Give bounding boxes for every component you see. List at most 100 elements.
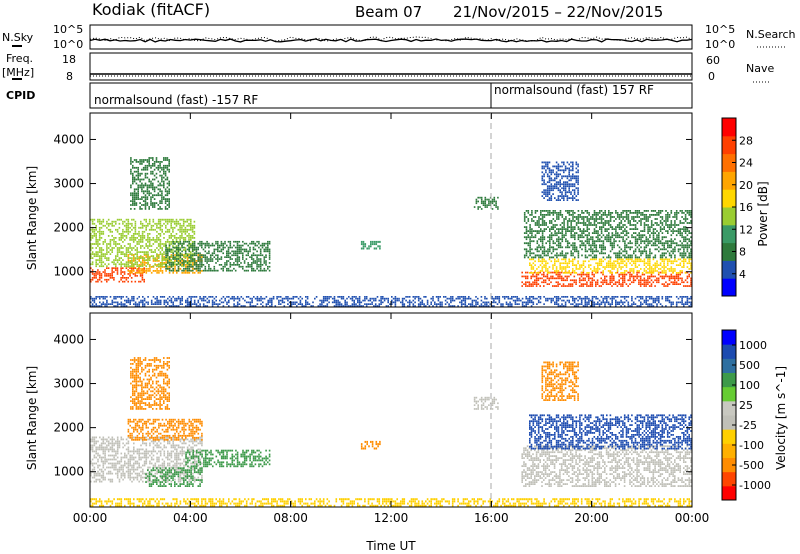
heatmap-cell xyxy=(147,303,149,305)
heatmap-cell xyxy=(229,244,232,247)
heatmap-cell xyxy=(527,242,530,245)
heatmap-cell xyxy=(138,301,140,304)
heatmap-cell xyxy=(528,285,531,287)
heatmap-cell xyxy=(142,166,145,169)
heatmap-cell xyxy=(197,242,199,245)
heatmap-cell xyxy=(575,281,577,284)
heatmap-cell xyxy=(658,214,660,216)
heatmap-cell xyxy=(613,277,615,280)
heatmap-cell xyxy=(667,214,669,216)
heatmap-cell xyxy=(591,279,594,282)
heatmap-cell xyxy=(659,256,662,259)
heatmap-cell xyxy=(153,168,156,171)
heatmap-cell xyxy=(658,238,660,241)
heatmap-cell xyxy=(159,164,161,167)
heatmap-cell xyxy=(557,283,559,285)
heatmap-cell xyxy=(544,281,547,284)
heatmap-cell xyxy=(643,273,646,276)
heatmap-cell xyxy=(140,265,142,268)
heatmap-cell xyxy=(649,230,651,232)
heatmap-cell xyxy=(265,264,267,266)
heatmap-cell xyxy=(421,303,424,305)
heatmap-cell xyxy=(193,254,196,257)
heatmap-cell xyxy=(618,240,621,243)
heatmap-cell xyxy=(234,252,237,255)
heatmap-cell xyxy=(188,228,190,231)
heatmap-cell xyxy=(333,301,336,304)
heatmap-cell xyxy=(661,256,664,259)
heatmap-cell xyxy=(654,270,656,272)
heatmap-cell xyxy=(131,261,133,264)
heatmap-cell xyxy=(645,246,648,249)
heatmap-cell xyxy=(613,240,615,243)
heatmap-cell xyxy=(565,210,567,212)
heatmap-cell xyxy=(557,232,560,234)
heatmap-cell xyxy=(607,270,610,272)
heatmap-cell xyxy=(167,254,169,257)
heatmap-cell xyxy=(668,275,671,278)
heatmap-cell xyxy=(541,167,544,170)
heatmap-cell xyxy=(116,296,119,298)
heatmap-cell xyxy=(104,303,106,305)
heatmap-cell xyxy=(188,256,191,258)
heatmap-cell xyxy=(382,301,384,304)
heatmap-cell xyxy=(634,258,637,261)
heatmap-cell xyxy=(636,246,639,249)
heatmap-cell xyxy=(568,270,570,272)
heatmap-cell xyxy=(371,297,373,300)
heatmap-cell xyxy=(527,236,530,239)
heatmap-cell xyxy=(176,240,178,243)
heatmap-cell xyxy=(545,214,547,216)
heatmap-cell xyxy=(667,232,669,234)
heatmap-cell xyxy=(591,281,594,284)
heatmap-cell xyxy=(174,256,176,258)
heatmap-cell xyxy=(236,246,239,249)
heatmap-cell xyxy=(652,236,655,239)
heatmap-cell xyxy=(643,264,646,266)
heatmap-cell xyxy=(141,275,144,277)
heatmap-cell xyxy=(161,174,163,177)
heatmap-cell xyxy=(625,216,628,218)
heatmap-cell xyxy=(434,303,436,305)
heatmap-cell xyxy=(142,270,144,272)
heatmap-cell xyxy=(159,301,162,304)
heatmap-cell xyxy=(686,266,689,268)
heatmap-cell xyxy=(167,267,169,270)
heatmap-cell xyxy=(609,224,612,226)
heatmap-cell xyxy=(197,254,200,256)
heatmap-cell xyxy=(148,190,150,193)
heatmap-cell xyxy=(102,271,105,273)
heatmap-cell xyxy=(529,264,531,266)
heatmap-cell xyxy=(602,248,605,251)
heatmap-cell xyxy=(208,258,210,260)
heatmap-cell xyxy=(616,252,619,255)
heatmap-cell xyxy=(475,202,478,205)
heatmap-cell xyxy=(346,297,348,300)
heatmap-cell xyxy=(173,226,176,229)
heatmap-cell xyxy=(636,277,638,280)
heatmap-cell xyxy=(536,272,538,274)
heatmap-cell xyxy=(125,267,128,269)
heatmap-cell xyxy=(127,273,129,275)
heatmap-cell xyxy=(545,268,547,270)
heatmap-cell xyxy=(156,230,158,233)
heatmap-cell xyxy=(593,270,596,272)
heatmap-cell xyxy=(684,236,687,239)
heatmap-cell xyxy=(184,240,187,243)
heatmap-cell xyxy=(640,222,642,224)
heatmap-cell xyxy=(530,285,532,287)
heatmap-cell xyxy=(643,260,646,263)
heatmap-cell xyxy=(115,297,117,300)
heatmap-cell xyxy=(168,164,170,167)
heatmap-cell xyxy=(127,251,130,253)
heatmap-cell xyxy=(640,224,642,226)
heatmap-cell xyxy=(577,216,580,218)
heatmap-cell xyxy=(645,220,648,222)
heatmap-cell xyxy=(566,185,569,188)
heatmap-cell xyxy=(665,220,667,222)
heatmap-cell xyxy=(116,267,119,269)
heatmap-cell xyxy=(548,177,551,180)
heatmap-cell xyxy=(247,265,249,268)
heatmap-cell xyxy=(153,198,156,200)
heatmap-cell xyxy=(564,272,567,274)
